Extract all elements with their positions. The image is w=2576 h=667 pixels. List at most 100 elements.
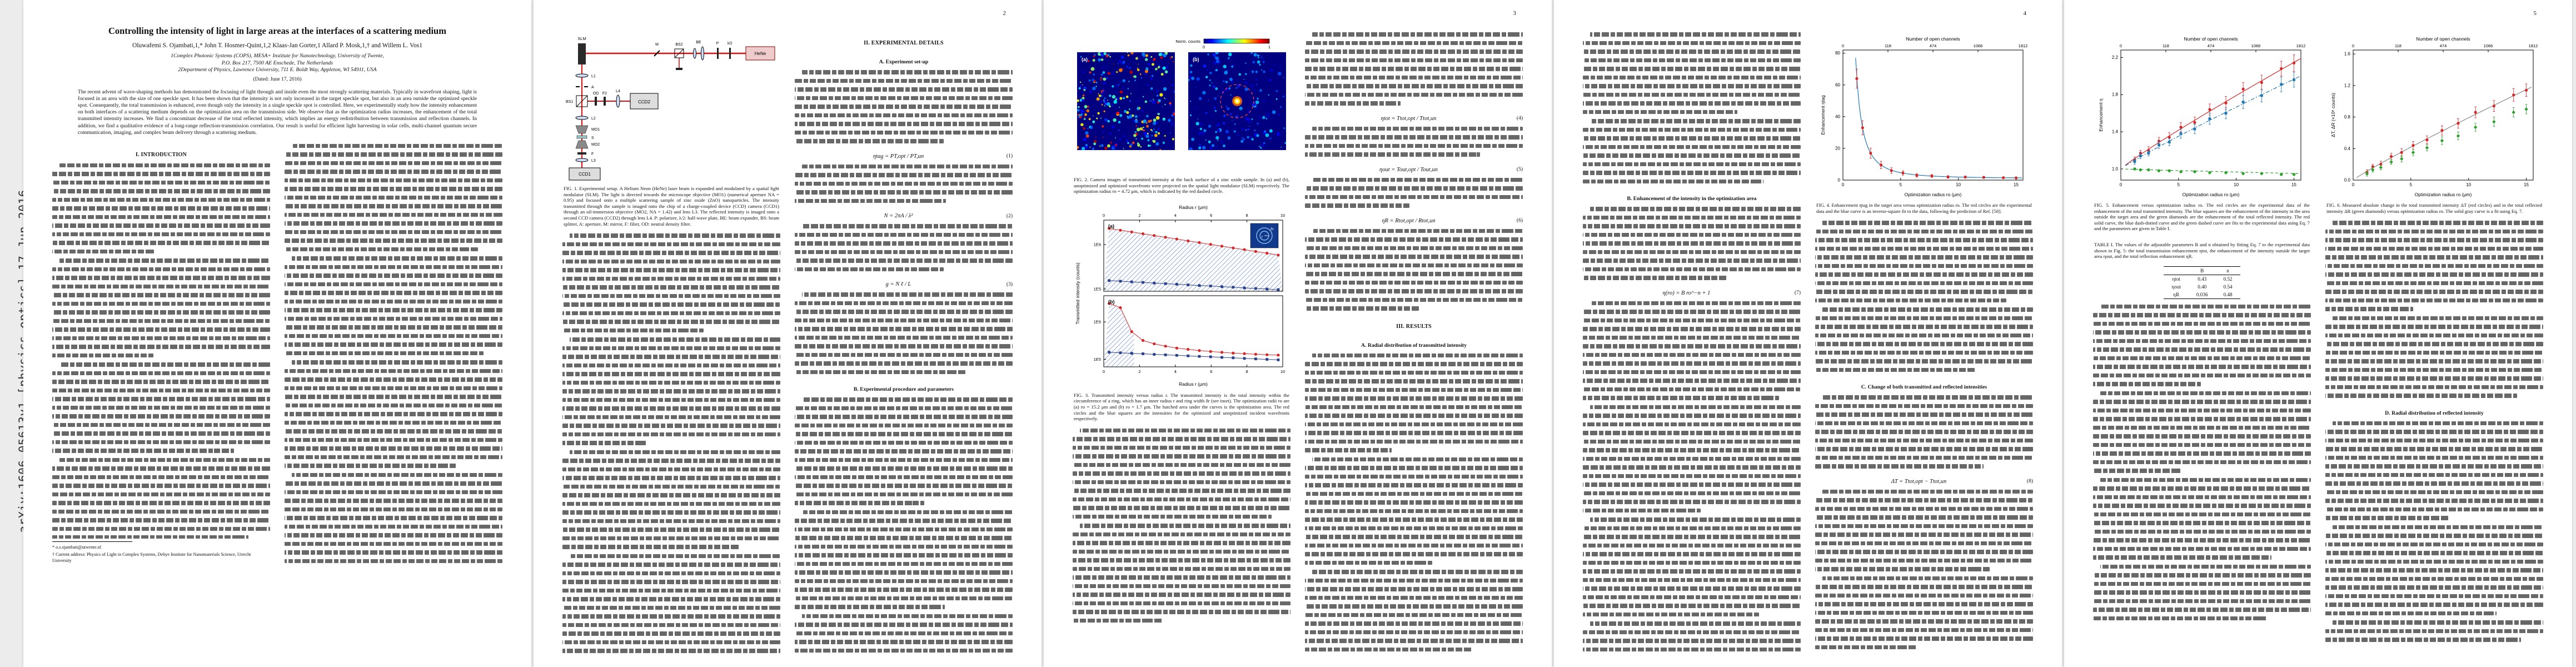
- figure-3-radial-intensity-plot: 1E5 1E6 (a) 1E5 1E6 (b) 0 0 2 2 4 4 6 6 8 8 10 10 Radius r…: [1073, 202, 1291, 389]
- footnotes: * o.s.ojambati@utwente.nl † Current addr…: [52, 539, 270, 565]
- text-paragraph: [795, 292, 1013, 379]
- table-1-caption: TABLE I. The values of the adjustable pa…: [2094, 241, 2310, 260]
- svg-text:S: S: [591, 136, 594, 140]
- svg-text:5: 5: [2178, 182, 2180, 187]
- svg-text:1812: 1812: [2296, 43, 2306, 48]
- text-paragraph: [795, 224, 1013, 276]
- text-paragraph: [795, 614, 1013, 656]
- subsection-procedure-parameters: B. Experimental procedure and parameters: [853, 386, 954, 392]
- page-number: 2: [1003, 10, 1007, 17]
- page-number: 4: [2023, 10, 2027, 17]
- svg-text:1.0: 1.0: [2112, 166, 2119, 171]
- figure-1-caption: FIG. 1. Experimental setup. A Helium Neo…: [564, 186, 779, 227]
- text-paragraph: [1583, 621, 1801, 656]
- svg-text:1.6: 1.6: [2344, 52, 2351, 57]
- svg-text:L2: L2: [591, 117, 596, 121]
- svg-text:L3: L3: [591, 159, 596, 163]
- svg-text:r: r: [1262, 235, 1263, 239]
- svg-text:(b): (b): [1108, 299, 1115, 305]
- svg-text:OD: OD: [593, 92, 599, 96]
- svg-text:5: 5: [1900, 182, 1902, 187]
- svg-text:0: 0: [2120, 43, 2122, 48]
- svg-text:118: 118: [1885, 43, 1891, 48]
- svg-text:6: 6: [1210, 369, 1212, 374]
- text-paragraph: [1583, 32, 1801, 118]
- svg-text:4: 4: [1174, 213, 1177, 218]
- svg-text:Radius r (μm): Radius r (μm): [1179, 381, 1208, 387]
- svg-text:Enhancement η: Enhancement η: [2098, 98, 2104, 132]
- equation-8: ΔT = Ttot,opt − Ttot,un (8): [1891, 478, 2033, 485]
- text-paragraph: [52, 258, 270, 362]
- figure-6-caption: FIG. 6. Measured absolute change in the …: [2326, 202, 2542, 214]
- figure-5-caption: FIG. 5. Enhancement versus optimization …: [2094, 202, 2310, 232]
- text-paragraph: [1815, 221, 2033, 307]
- svg-text:4: 4: [1174, 369, 1177, 374]
- page1-left-column: I. INTRODUCTION * o.s.ojambati@utwente.n…: [52, 144, 270, 565]
- svg-text:MO2: MO2: [591, 143, 600, 147]
- section-experimental-details: II. EXPERIMENTAL DETAILS: [864, 40, 944, 46]
- figure-4: 0 5 10 15 0 20 40 60 80 0 118 474 1066 1812 Number of …: [1815, 33, 2033, 221]
- svg-text:A: A: [591, 86, 594, 89]
- text-paragraph: [795, 164, 1013, 208]
- svg-text:Norm. counts: Norm. counts: [1175, 39, 1200, 44]
- figure-1-setup-diagram: HeNe λ/2 P BE BS2 M SLM L1 A BS1 L2 MO1 S MO2 F L3 CCD1 O…: [562, 33, 780, 182]
- figure-5-enhancement-vs-radius-plot: 0 5 10 15 1.0 1.4 1.8 2.2 0 118 474 1066 1812 Number …: [2093, 33, 2311, 199]
- svg-text:1.2: 1.2: [2344, 83, 2351, 88]
- text-paragraph: [52, 457, 270, 544]
- svg-text:0.0: 0.0: [2344, 178, 2351, 183]
- text-paragraph: [1073, 524, 1291, 627]
- svg-text:Optimization radius ro (μm): Optimization radius ro (μm): [2183, 192, 2240, 197]
- svg-text:2: 2: [1138, 369, 1140, 374]
- equation-6: ηR = Rtot,opt / Rtot,un (6): [1382, 217, 1523, 224]
- svg-text:Radius r (μm): Radius r (μm): [1179, 205, 1208, 210]
- text-paragraph: [795, 510, 1013, 614]
- text-paragraph: [2093, 304, 2311, 391]
- svg-text:2: 2: [1138, 213, 1140, 218]
- text-paragraph: [562, 554, 780, 656]
- equation-2: N = 2πA / λ² (2): [884, 213, 1013, 219]
- svg-text:Optimization radius ro (μm): Optimization radius ro (μm): [2415, 192, 2472, 197]
- svg-text:δr: δr: [1270, 227, 1274, 231]
- svg-text:F2: F2: [602, 92, 607, 96]
- table-1: TABLE I. The values of the adjustable pa…: [2093, 238, 2311, 305]
- svg-text:15: 15: [2014, 182, 2019, 187]
- svg-text:1E5: 1E5: [1094, 357, 1101, 362]
- page5-left-column: 0 5 10 15 1.0 1.4 1.8 2.2 0 118 474 1066 1812 Number …: [2093, 32, 2311, 656]
- svg-text:ΔT, ΔR (×10⁶ counts): ΔT, ΔR (×10⁶ counts): [2330, 93, 2336, 137]
- svg-text:0: 0: [2352, 43, 2354, 48]
- figure-2-caption: FIG. 2. Camera images of transmitted int…: [1074, 177, 1289, 195]
- svg-text:0: 0: [1103, 213, 1105, 218]
- footnote-rule: [52, 541, 132, 542]
- text-paragraph: [1583, 207, 1801, 285]
- text-paragraph: [1583, 405, 1801, 517]
- svg-text:SLM: SLM: [577, 36, 586, 41]
- figure-2: Norm. counts 0 1 (a) (b) FIG. 2. Camera imag…: [1073, 33, 1291, 201]
- svg-text:1E6: 1E6: [1094, 242, 1101, 247]
- text-paragraph: [2325, 421, 2543, 525]
- svg-text:1812: 1812: [2019, 43, 2028, 48]
- svg-text:10: 10: [1956, 182, 1961, 187]
- text-paragraph: [2325, 221, 2543, 316]
- footnote-address: † Current address: Physics of Light in C…: [52, 552, 251, 563]
- subsection-change-transmitted-reflected: C. Change of both transmitted and reflec…: [1861, 384, 1987, 391]
- svg-text:1812: 1812: [2529, 43, 2538, 48]
- svg-text:BS2: BS2: [675, 43, 682, 47]
- figure-5: 0 5 10 15 1.0 1.4 1.8 2.2 0 118 474 1066 1812 Number …: [2093, 33, 2311, 238]
- svg-text:0: 0: [1842, 43, 1844, 48]
- svg-text:118: 118: [2395, 43, 2401, 48]
- svg-text:118: 118: [2163, 43, 2169, 48]
- svg-text:40: 40: [1835, 114, 1840, 119]
- text-paragraph: [562, 337, 780, 450]
- text-paragraph: [795, 70, 1013, 148]
- text-paragraph: [795, 397, 1013, 510]
- page-number: 3: [1513, 10, 1517, 17]
- text-paragraph: [1305, 570, 1523, 656]
- text-paragraph: [285, 360, 502, 472]
- text-paragraph: [562, 450, 780, 554]
- page4-left-column: B. Enhancement of the intensity in the o…: [1583, 32, 1801, 656]
- svg-text:HeNe: HeNe: [755, 51, 766, 56]
- svg-text:1E5: 1E5: [1094, 286, 1101, 291]
- subsection-radial-reflected: D. Radial distribution of reflected inte…: [2385, 410, 2484, 416]
- equation-5: ηout = Tout,opt / Tout,un (5): [1379, 166, 1523, 173]
